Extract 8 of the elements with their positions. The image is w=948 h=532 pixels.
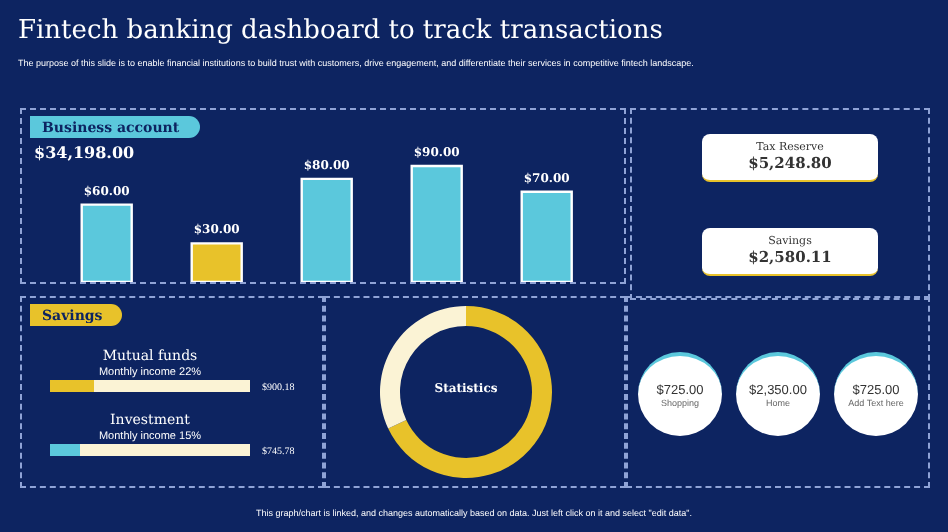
bar (190, 242, 243, 282)
bar (80, 203, 133, 282)
bar (410, 164, 463, 282)
text: Fintech banking dashboard to track transactions (18, 16, 663, 46)
bar (300, 177, 353, 282)
bar (520, 190, 573, 282)
chart-subtitle: $34,198.00 (34, 142, 135, 162)
donut-slice (388, 306, 552, 478)
